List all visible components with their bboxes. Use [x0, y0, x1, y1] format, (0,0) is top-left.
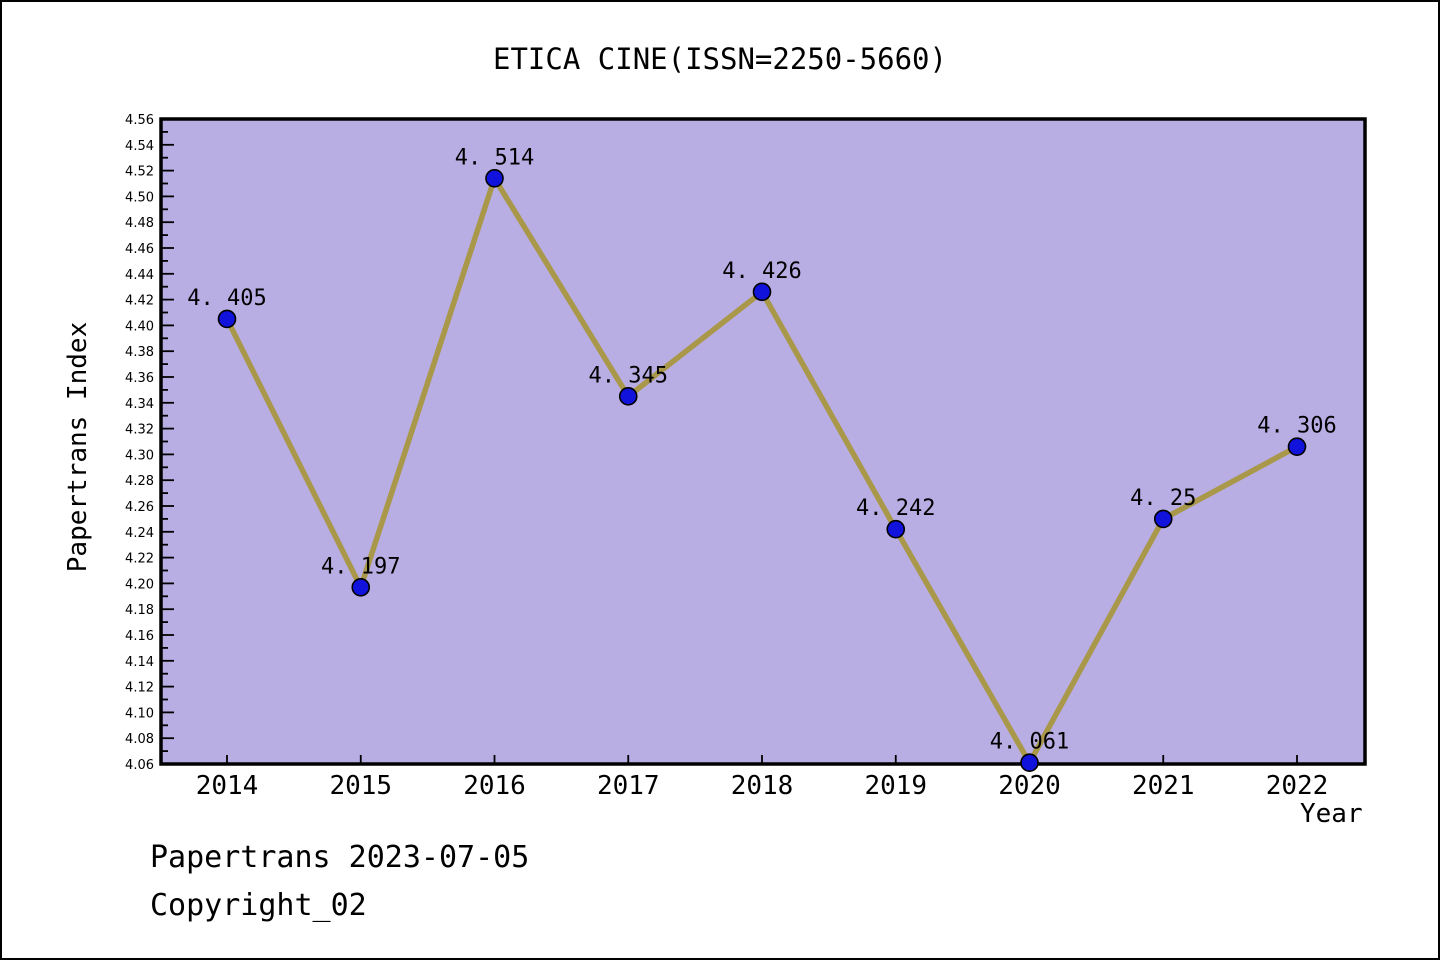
y-tick-label: 4.52	[125, 165, 154, 180]
y-tick-label: 4.10	[125, 706, 154, 721]
x-tick-label: 2021	[1132, 771, 1195, 801]
y-tick-label: 4.54	[125, 139, 154, 154]
y-tick-label: 4.38	[125, 345, 154, 360]
data-point-label: 4. 405	[187, 286, 266, 311]
y-tick-label: 4.56	[125, 113, 154, 128]
data-point-label: 4. 242	[856, 496, 935, 521]
x-tick-label: 2017	[597, 771, 660, 801]
data-point-label: 4. 061	[990, 730, 1069, 755]
y-tick-label: 4.22	[125, 552, 154, 567]
data-point	[752, 282, 772, 302]
chart-title: ETICA CINE(ISSN=2250-5660)	[493, 42, 947, 76]
x-tick-label: 2018	[731, 771, 794, 801]
y-tick-label: 4.44	[125, 268, 154, 283]
data-point	[618, 387, 638, 406]
x-tick-label: 2020	[998, 771, 1061, 801]
footer-copyright: Copyright_02	[150, 888, 367, 923]
y-tick-label: 4.14	[125, 655, 154, 670]
y-tick-label: 4.42	[125, 294, 154, 309]
y-tick-label: 4.48	[125, 216, 154, 231]
y-tick-label: 4.28	[125, 474, 154, 489]
plot-area	[161, 119, 1365, 764]
x-tick-label: 2022	[1266, 771, 1329, 801]
data-point	[1287, 437, 1307, 456]
data-point-label: 4. 197	[321, 554, 400, 579]
x-tick-label: 2019	[864, 771, 927, 801]
y-tick-label: 4.30	[125, 448, 154, 463]
y-tick-label: 4.18	[125, 603, 154, 618]
data-point	[1153, 509, 1173, 529]
y-tick-label: 4.16	[125, 629, 154, 644]
y-tick-label: 4.12	[125, 681, 154, 696]
data-point	[1020, 753, 1039, 773]
y-tick-label: 4.08	[125, 732, 154, 747]
y-tick-label: 4.36	[125, 371, 154, 386]
x-tick-label: 2015	[329, 771, 392, 801]
y-tick-label: 4.40	[125, 319, 154, 334]
x-tick-label: 2016	[463, 771, 526, 801]
data-point-label: 4. 306	[1257, 414, 1336, 439]
y-tick-label: 4.06	[125, 758, 154, 773]
y-tick-label: 4.50	[125, 190, 154, 205]
plot-frame	[159, 117, 1367, 766]
data-point	[351, 577, 371, 597]
data-point-label: 4. 25	[1130, 486, 1196, 511]
y-tick-label: 4.32	[125, 423, 154, 438]
y-tick-label: 4.24	[125, 526, 154, 541]
footer-source-date: Papertrans 2023-07-05	[150, 840, 530, 875]
data-point-label: 4. 426	[722, 259, 801, 284]
y-tick-label: 4.20	[125, 577, 154, 592]
data-point	[485, 169, 504, 188]
x-tick-label: 2014	[196, 771, 259, 801]
data-point	[217, 309, 237, 329]
data-point	[886, 519, 906, 539]
data-point-label: 4. 514	[455, 145, 534, 170]
x-axis-title: Year	[1300, 799, 1363, 829]
data-point-label: 4. 345	[589, 363, 668, 388]
y-tick-label: 4.26	[125, 500, 154, 515]
y-tick-label: 4.34	[125, 397, 154, 412]
y-tick-label: 4.46	[125, 242, 154, 257]
